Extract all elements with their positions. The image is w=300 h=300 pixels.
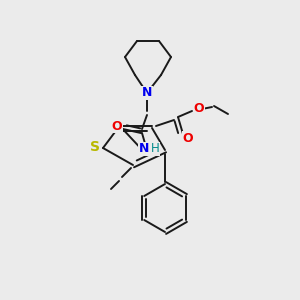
Text: O: O	[112, 119, 122, 133]
Text: O: O	[194, 103, 204, 116]
Text: N: N	[139, 142, 149, 155]
Text: H: H	[151, 142, 159, 155]
Text: N: N	[142, 86, 152, 100]
Text: O: O	[183, 131, 193, 145]
Text: S: S	[90, 140, 100, 154]
